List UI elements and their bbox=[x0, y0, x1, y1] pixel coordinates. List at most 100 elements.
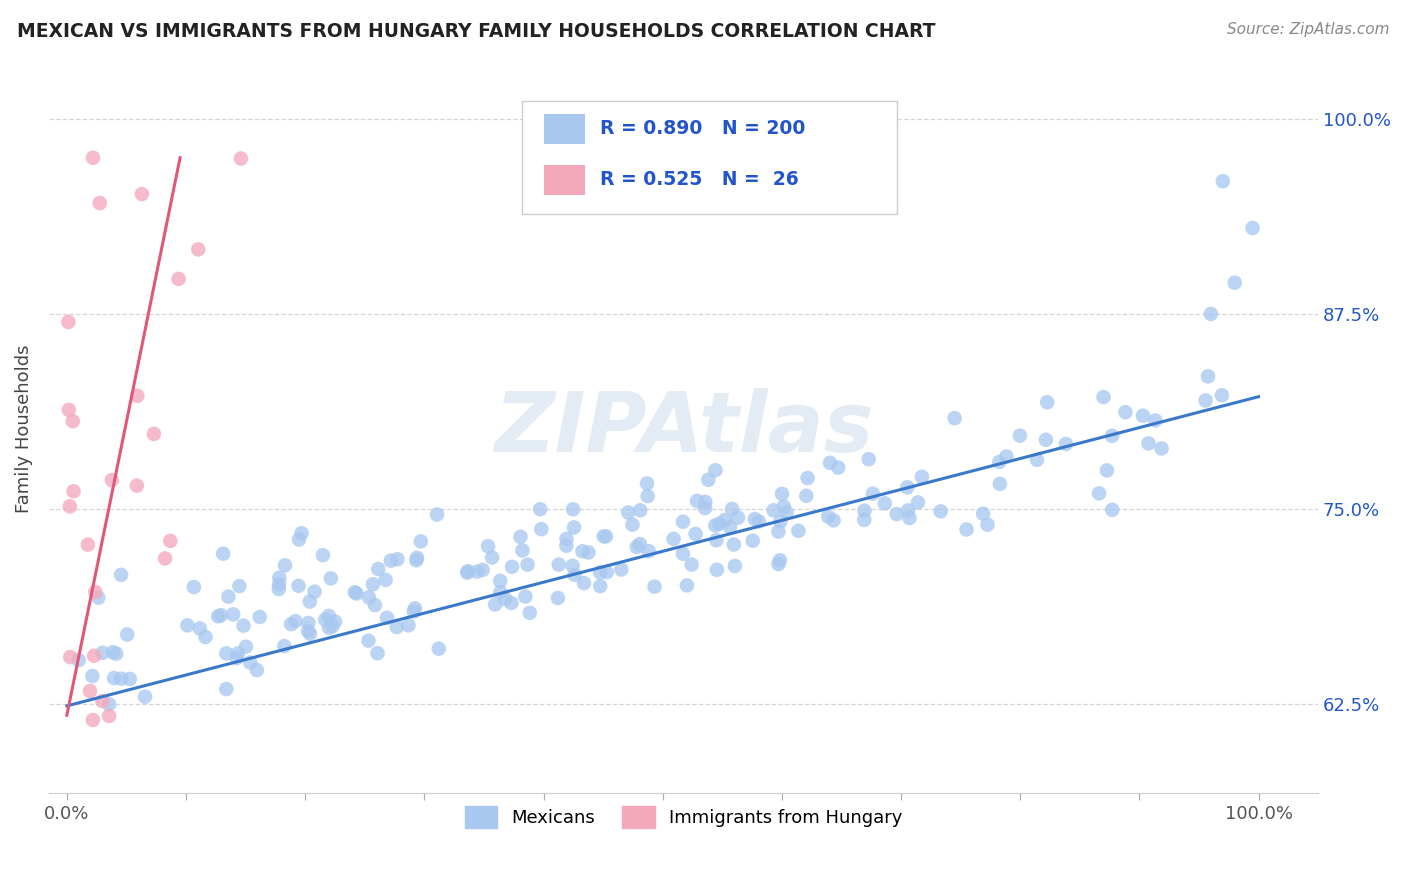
Point bbox=[1101, 503, 1123, 517]
Point bbox=[127, 389, 149, 403]
Point bbox=[62, 414, 84, 428]
Point bbox=[153, 551, 176, 566]
Point bbox=[773, 500, 796, 514]
Point bbox=[637, 489, 659, 503]
Point bbox=[723, 537, 745, 551]
Point bbox=[290, 526, 312, 541]
Point bbox=[685, 527, 707, 541]
Point bbox=[509, 530, 531, 544]
Point bbox=[515, 590, 537, 604]
Point bbox=[762, 503, 785, 517]
Point bbox=[375, 611, 398, 625]
Point bbox=[494, 591, 516, 606]
Point bbox=[823, 513, 845, 527]
Point bbox=[134, 690, 156, 704]
Point bbox=[547, 591, 569, 605]
Point bbox=[672, 547, 695, 561]
Point bbox=[1197, 369, 1219, 384]
Point bbox=[84, 585, 107, 599]
Point bbox=[235, 640, 257, 654]
Point bbox=[744, 512, 766, 526]
Point bbox=[768, 557, 790, 571]
Point bbox=[367, 562, 389, 576]
Point bbox=[287, 579, 309, 593]
Point bbox=[695, 495, 717, 509]
Point bbox=[704, 533, 727, 548]
Point bbox=[229, 152, 252, 166]
Point bbox=[481, 550, 503, 565]
Point bbox=[596, 565, 619, 579]
Point bbox=[226, 646, 249, 660]
Point bbox=[374, 573, 396, 587]
Point bbox=[1212, 174, 1234, 188]
Point bbox=[489, 585, 512, 599]
Point bbox=[58, 403, 80, 417]
Point bbox=[794, 489, 817, 503]
Text: R = 0.525   N =  26: R = 0.525 N = 26 bbox=[600, 169, 799, 189]
Point bbox=[672, 515, 695, 529]
Point bbox=[911, 469, 934, 483]
Point bbox=[1194, 393, 1216, 408]
Point bbox=[361, 577, 384, 591]
Point bbox=[357, 633, 380, 648]
Point bbox=[274, 558, 297, 573]
Point bbox=[592, 529, 614, 543]
Point bbox=[297, 615, 319, 630]
Point bbox=[564, 567, 586, 582]
Point bbox=[209, 608, 232, 623]
Point bbox=[706, 563, 728, 577]
Point bbox=[898, 511, 921, 525]
Point bbox=[409, 534, 432, 549]
Point bbox=[83, 648, 105, 663]
Point bbox=[101, 473, 124, 487]
Point bbox=[98, 709, 121, 723]
Point bbox=[1054, 437, 1077, 451]
Point bbox=[530, 522, 553, 536]
Point bbox=[818, 456, 841, 470]
Point bbox=[562, 502, 585, 516]
Point bbox=[312, 548, 335, 562]
Point bbox=[770, 487, 793, 501]
Point bbox=[314, 613, 336, 627]
Point bbox=[404, 601, 426, 615]
Point bbox=[322, 619, 344, 633]
Point bbox=[110, 672, 132, 686]
Point bbox=[319, 571, 342, 585]
FancyBboxPatch shape bbox=[544, 113, 585, 145]
Point bbox=[1101, 429, 1123, 443]
Point bbox=[427, 641, 450, 656]
Point bbox=[212, 547, 235, 561]
FancyBboxPatch shape bbox=[544, 165, 585, 195]
Point bbox=[87, 591, 110, 605]
Point bbox=[976, 517, 998, 532]
Point bbox=[529, 502, 551, 516]
Point bbox=[125, 478, 148, 492]
Point bbox=[406, 550, 429, 565]
Point bbox=[91, 646, 114, 660]
Point bbox=[298, 594, 321, 608]
Point bbox=[59, 500, 82, 514]
Point bbox=[465, 565, 488, 579]
Point bbox=[215, 647, 238, 661]
Point bbox=[561, 558, 583, 573]
Point bbox=[79, 684, 101, 698]
Legend: Mexicans, Immigrants from Hungary: Mexicans, Immigrants from Hungary bbox=[457, 799, 910, 836]
Y-axis label: Family Households: Family Households bbox=[15, 344, 32, 513]
Point bbox=[714, 513, 737, 527]
Point bbox=[477, 539, 499, 553]
Point bbox=[562, 520, 585, 534]
Point bbox=[775, 505, 797, 519]
Point bbox=[662, 532, 685, 546]
Point bbox=[380, 554, 402, 568]
Point bbox=[217, 590, 239, 604]
Point bbox=[501, 559, 523, 574]
Point bbox=[489, 574, 512, 588]
Point bbox=[862, 486, 884, 500]
Point bbox=[704, 518, 727, 533]
Point bbox=[1088, 486, 1111, 500]
Point bbox=[484, 598, 506, 612]
Point bbox=[1092, 390, 1115, 404]
Point bbox=[741, 533, 763, 548]
Point bbox=[115, 627, 138, 641]
Point bbox=[228, 579, 250, 593]
